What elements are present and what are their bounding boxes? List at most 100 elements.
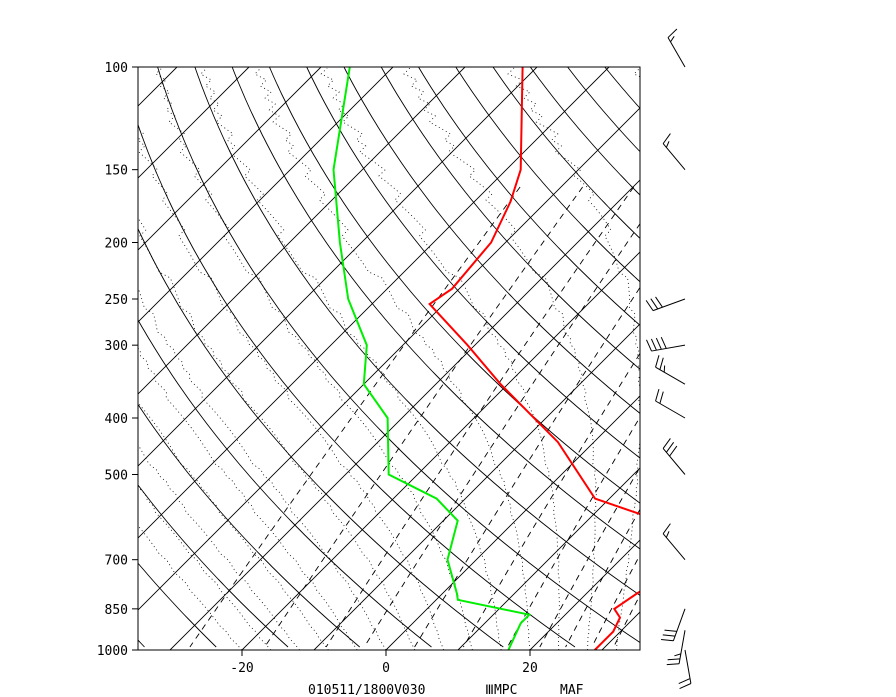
moist-adiabat <box>138 128 444 650</box>
moist-adiabat <box>138 347 358 650</box>
isotherm <box>601 611 640 650</box>
y-tick-label: 700 <box>105 554 128 569</box>
dry-adiabat <box>194 67 640 596</box>
mixing-ratio-line <box>613 594 640 648</box>
barb-flag <box>660 336 667 349</box>
plot-frame <box>137 66 641 651</box>
y-tick-label: 150 <box>105 164 128 179</box>
dry-adiabat <box>717 67 896 647</box>
barb-flag <box>655 355 660 368</box>
dry-adiabat <box>157 67 640 644</box>
moist-adiabat <box>633 67 640 78</box>
isotherm <box>138 67 322 251</box>
dry-adiabat <box>138 227 504 648</box>
barb-flag <box>665 141 670 148</box>
y-axis: 100 150 200 250 300 400 500 700 850 1000 <box>97 61 138 659</box>
isotherm <box>241 251 640 650</box>
dry-adiabat <box>418 67 640 326</box>
isotherm <box>0 67 33 650</box>
barb-flag <box>662 634 676 637</box>
isotherm <box>138 67 250 179</box>
barb-staff <box>678 630 686 664</box>
dry-adiabat <box>231 67 640 550</box>
barb-staff <box>667 37 686 68</box>
isotherm <box>0 67 105 650</box>
wind-barb <box>645 296 686 312</box>
wind-barb <box>678 649 692 689</box>
barb-flag <box>645 300 654 311</box>
moist-adiabat <box>254 67 531 650</box>
mixing-ratio-line <box>591 553 640 648</box>
dewpoint-profile <box>332 67 532 650</box>
series-layer <box>332 67 640 650</box>
isotherm <box>818 67 896 650</box>
isotherm <box>138 107 640 611</box>
mixing-ratio-line <box>463 352 640 648</box>
wind-barb <box>661 608 686 642</box>
isotherm <box>385 395 640 650</box>
dry-adiabat <box>380 67 640 370</box>
barb-flag <box>667 28 678 38</box>
moist-adiabat <box>138 402 329 650</box>
wind-barb <box>662 133 686 170</box>
barb-flag <box>655 296 663 308</box>
y-tick-label: 500 <box>105 468 128 483</box>
barb-flag <box>664 629 677 632</box>
dry-adiabat <box>0 67 73 647</box>
barb-flag <box>662 438 671 449</box>
barb-staff <box>655 366 686 385</box>
moist-adiabat <box>507 67 640 650</box>
barb-flag <box>665 531 670 538</box>
barb-staff <box>655 400 686 419</box>
dry-adiabat <box>642 67 896 647</box>
wind-barb <box>646 336 686 352</box>
isotherm <box>138 67 466 395</box>
mixing-ratio-line <box>363 222 640 648</box>
mixing-ratio-line <box>264 186 583 648</box>
moist-adiabat <box>138 286 387 650</box>
wind-barb <box>666 630 686 666</box>
wind-barb <box>667 28 686 68</box>
dry-adiabat <box>455 67 640 283</box>
dry-adiabat <box>754 67 896 647</box>
barb-flag <box>659 357 664 370</box>
y-tick-label: 200 <box>105 237 128 252</box>
dry-adiabat <box>529 67 640 196</box>
barb-flag <box>669 445 678 457</box>
footer-source: ⅢMPC <box>485 683 517 697</box>
barb-flag <box>662 523 671 534</box>
wind-barb <box>662 523 686 561</box>
barb-flag <box>650 298 659 310</box>
dry-adiabat <box>343 67 640 414</box>
dry-adiabat <box>567 67 640 153</box>
dry-adiabat <box>268 67 640 504</box>
barb-flag <box>662 133 671 144</box>
mixing-ratio-line <box>189 186 521 648</box>
isotherm <box>674 67 896 650</box>
isotherm <box>138 67 394 323</box>
dry-adiabat <box>138 319 432 648</box>
isotherm <box>138 67 610 539</box>
dry-adiabat <box>306 67 640 459</box>
isotherm <box>313 323 640 650</box>
x-axis: -20 0 20 <box>230 650 538 676</box>
mixing-ratio-line <box>414 286 640 648</box>
moist-adiabat <box>138 525 243 650</box>
barb-staff <box>684 649 692 684</box>
barb-flag <box>646 339 652 352</box>
barb-flag <box>674 653 681 657</box>
isotherm <box>529 539 640 650</box>
y-tick-label: 850 <box>105 603 128 618</box>
y-tick-label: 1000 <box>97 644 128 659</box>
barb-flag <box>678 678 691 685</box>
temperature-profile <box>428 67 640 650</box>
mixing-ratio-line <box>325 186 635 648</box>
y-tick-label: 400 <box>105 412 128 427</box>
barb-flag <box>655 337 662 350</box>
moist-adiabat <box>403 67 597 650</box>
isotherm <box>138 67 538 467</box>
y-tick-label: 300 <box>105 339 128 354</box>
dry-adiabat <box>791 67 896 647</box>
dry-adiabat <box>866 67 896 647</box>
footer-station: MAF <box>560 683 584 697</box>
